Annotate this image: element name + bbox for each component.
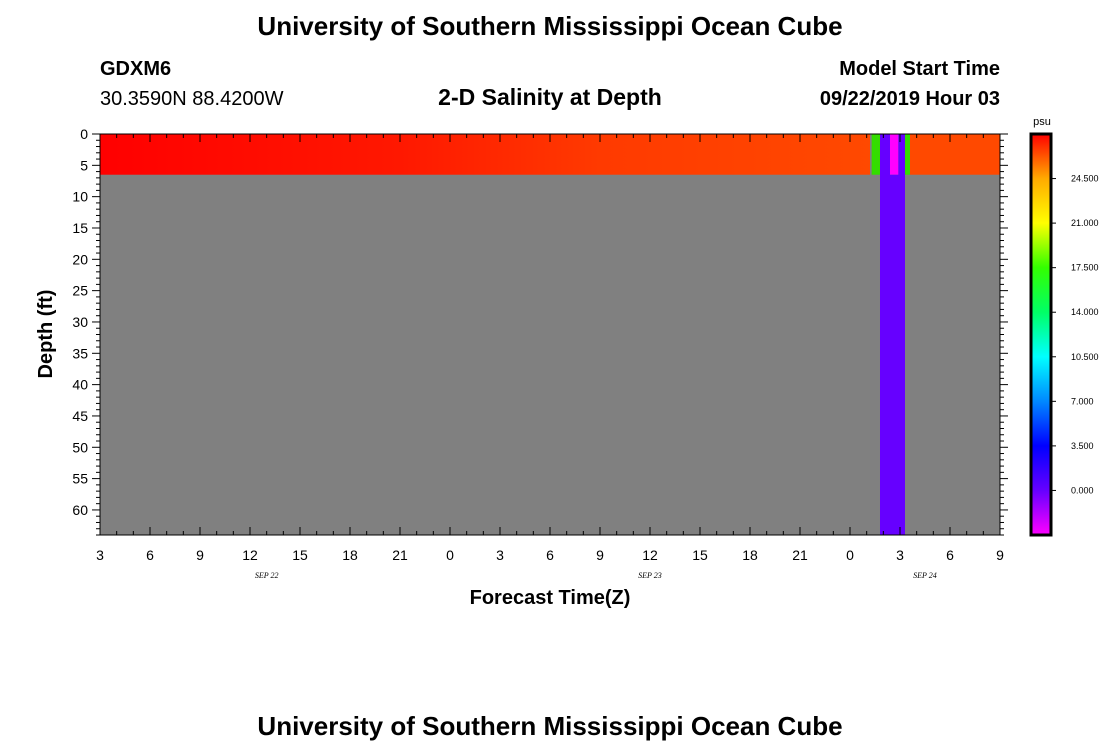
x-tick-label: 15 [692, 547, 708, 563]
x-tick-label: 12 [242, 547, 258, 563]
anomaly-column-2 [890, 134, 899, 175]
anomaly-group [871, 134, 910, 535]
x-tick-label: 18 [742, 547, 758, 563]
y-tick-label: 55 [72, 471, 88, 487]
y-tick-label: 10 [72, 189, 88, 205]
colorbar-label: 7.000 [1071, 396, 1094, 406]
x-tick-label: 9 [596, 547, 604, 563]
colorbar: psu 24.500 21.000 17.500 14.000 10.500 7.000 3… [1029, 116, 1099, 537]
x-tick-label: 3 [496, 547, 504, 563]
y-tick-label: 15 [72, 220, 88, 236]
anomaly-column-4 [905, 134, 910, 175]
y-tick-label: 60 [72, 502, 88, 518]
x-tick-label: 6 [146, 547, 154, 563]
x-tick-label: 0 [446, 547, 454, 563]
station-coords: 30.3590N 88.4200W [100, 88, 284, 110]
colorbar-label: 0.000 [1071, 485, 1094, 495]
model-start-value: 09/22/2019 Hour 03 [820, 88, 1000, 110]
surface-salinity-layer-after [910, 134, 1000, 175]
y-tick-label: 30 [72, 314, 88, 330]
x-tick-label: 0 [846, 547, 854, 563]
y-tick-label: 20 [72, 251, 88, 267]
colorbar-label: 17.500 [1071, 263, 1099, 273]
colorbar-label: 24.500 [1071, 174, 1099, 184]
colorbar-label: 10.500 [1071, 352, 1099, 362]
colorbar-labels: 24.500 21.000 17.500 14.000 10.500 7.000 3.500… [1071, 174, 1099, 496]
y-tick-labels: 0 5 10 15 20 25 30 35 40 45 50 55 60 [72, 126, 88, 518]
surface-salinity-layer [100, 134, 870, 175]
colorbar-bar [1029, 132, 1053, 537]
y-tick-label: 5 [80, 157, 88, 173]
x-ticks [99, 134, 1001, 535]
colorbar-unit: psu [1033, 116, 1051, 128]
x-tick-label: 3 [896, 547, 904, 563]
x-tick-label: 18 [342, 547, 358, 563]
date-label: SEP 23 [638, 571, 662, 580]
station-id: GDXM6 [100, 58, 171, 80]
x-axis-label: Forecast Time(Z) [470, 587, 631, 609]
x-tick-label: 9 [196, 547, 204, 563]
y-tick-label: 40 [72, 377, 88, 393]
page-title-top: University of Southern Mississippi Ocean… [257, 11, 842, 41]
x-tick-label: 21 [392, 547, 408, 563]
x-tick-label: 6 [546, 547, 554, 563]
date-label: SEP 22 [255, 571, 279, 580]
x-tick-label: 9 [996, 547, 1004, 563]
date-labels: SEP 22 SEP 23 SEP 24 [255, 571, 937, 580]
y-tick-label: 45 [72, 408, 88, 424]
colorbar-label: 21.000 [1071, 218, 1099, 228]
no-data-background [100, 134, 1000, 535]
colorbar-ticks [1051, 178, 1056, 491]
colorbar-label: 14.000 [1071, 307, 1099, 317]
x-tick-labels: 3 6 9 12 15 18 21 0 3 6 9 12 15 18 21 0 3 6 9 [96, 547, 1004, 563]
x-tick-label: 21 [792, 547, 808, 563]
colorbar-label: 3.500 [1071, 441, 1094, 451]
anomaly-column-deep [880, 174, 905, 535]
model-start-label: Model Start Time [839, 58, 1000, 80]
date-label: SEP 24 [913, 571, 937, 580]
plot-area: 3 6 9 12 15 18 21 0 3 6 9 12 15 18 21 0 3 6 9 0 5 10 15 20 25 30… [72, 126, 1008, 580]
page-title-bottom: University of Southern Mississippi Ocean… [257, 711, 842, 741]
y-axis-label: Depth (ft) [35, 290, 57, 379]
plot-title: 2-D Salinity at Depth [438, 84, 662, 110]
y-tick-label: 50 [72, 439, 88, 455]
x-tick-label: 12 [642, 547, 658, 563]
y-tick-label: 0 [80, 126, 88, 142]
x-tick-label: 6 [946, 547, 954, 563]
x-tick-label: 15 [292, 547, 308, 563]
y-tick-label: 25 [72, 283, 88, 299]
y-tick-label: 35 [72, 345, 88, 361]
y-ticks [92, 133, 1008, 536]
anomaly-column-0 [871, 134, 880, 175]
x-tick-label: 3 [96, 547, 104, 563]
